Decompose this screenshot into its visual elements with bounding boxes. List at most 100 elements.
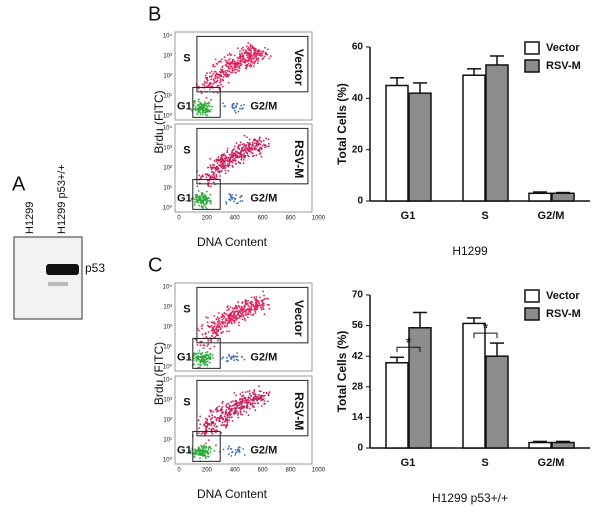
cell-dot <box>249 45 252 48</box>
cell-dot <box>228 70 230 73</box>
cell-dot <box>207 449 210 451</box>
cell-dot <box>208 446 210 449</box>
cell-dot <box>263 298 266 301</box>
cell-dot <box>247 398 249 401</box>
cell-dot <box>192 354 195 357</box>
cell-dot <box>258 139 260 141</box>
cell-dot <box>251 402 254 404</box>
cell-dot <box>239 54 242 57</box>
cell-dot <box>241 404 243 407</box>
cell-dot <box>217 167 220 170</box>
cell-dot <box>229 63 232 65</box>
legend-swatch <box>524 289 540 303</box>
cell-dot <box>206 419 209 422</box>
cell-dot <box>215 318 218 320</box>
y-tick-label: 0 <box>357 196 363 207</box>
cell-dot <box>202 362 205 365</box>
cell-dot <box>208 82 211 84</box>
cell-dot <box>263 144 266 147</box>
cell-dot <box>220 170 223 173</box>
cell-dot <box>213 325 216 328</box>
cell-dot <box>209 355 212 358</box>
legend-swatch <box>524 307 540 321</box>
cell-dot <box>210 202 212 205</box>
y-tick-label: 10³ <box>163 305 172 311</box>
cell-dot <box>197 104 200 107</box>
cell-dot <box>228 315 230 318</box>
cell-dot <box>204 432 207 435</box>
cell-dot <box>230 448 233 450</box>
cell-dot <box>241 200 244 202</box>
cell-dot <box>266 303 269 306</box>
cell-dot <box>203 344 206 347</box>
cell-dot <box>246 407 248 409</box>
cell-dot <box>241 397 244 400</box>
cell-dot <box>213 166 216 169</box>
cell-dot <box>239 141 242 144</box>
cell-dot <box>263 394 266 397</box>
cell-dot <box>243 305 246 307</box>
cell-dot <box>242 49 245 52</box>
cell-dot <box>221 357 223 360</box>
cell-dot <box>208 415 211 418</box>
cell-dot <box>210 339 213 341</box>
cell-dot <box>262 308 265 310</box>
cell-dot <box>221 323 224 325</box>
cell-dot <box>194 193 197 196</box>
cell-dot <box>224 419 227 422</box>
cell-dot <box>259 146 262 149</box>
cell-dot <box>231 409 233 412</box>
cell-dot <box>230 161 233 163</box>
cell-dot <box>201 200 204 203</box>
cell-dot <box>225 410 228 413</box>
cell-dot <box>206 114 209 117</box>
gate-label: G2/M <box>250 193 277 205</box>
cell-dot <box>236 410 238 413</box>
cell-dot <box>231 63 234 65</box>
cell-dot <box>213 163 216 166</box>
cell-dot <box>193 203 196 206</box>
cell-dot <box>196 104 199 106</box>
cell-dot <box>256 58 259 61</box>
cell-dot <box>220 409 223 412</box>
x-axis-label: DNA Content <box>197 235 268 249</box>
bar <box>528 441 552 449</box>
cell-dot <box>253 47 256 50</box>
cell-dot <box>239 393 242 396</box>
cell-dot <box>226 418 229 421</box>
cell-dot <box>245 136 248 139</box>
cell-dot <box>257 402 260 404</box>
cell-dot <box>228 198 231 201</box>
cell-dot <box>238 324 240 327</box>
cell-dot <box>252 404 254 407</box>
cell-dot <box>211 432 214 435</box>
cell-dot <box>259 394 262 397</box>
cell-dot <box>259 152 262 154</box>
cell-dot <box>208 427 211 430</box>
cell-dot <box>263 302 265 305</box>
y-tick-label: 10¹ <box>163 94 172 100</box>
cell-dot <box>201 432 204 434</box>
cell-dot <box>197 100 200 103</box>
cell-dot <box>249 57 252 60</box>
cell-dot <box>208 174 211 176</box>
y-tick-label: 10¹ <box>163 345 172 351</box>
cell-dot <box>205 351 207 354</box>
cell-dot <box>233 107 236 110</box>
cell-dot <box>221 58 223 60</box>
cell-dot <box>204 109 207 111</box>
cell-dot <box>205 336 208 338</box>
cell-dot <box>268 145 270 148</box>
cell-dot <box>197 446 200 449</box>
cell-dot <box>239 411 242 413</box>
cell-dot <box>230 155 233 158</box>
cell-dot <box>203 424 206 427</box>
cell-dot <box>208 105 211 108</box>
bar <box>485 64 509 202</box>
cell-dot <box>227 317 230 319</box>
cell-dot <box>206 190 208 193</box>
cell-dot <box>197 87 200 90</box>
cell-dot <box>200 355 202 358</box>
cell-dot <box>209 447 212 450</box>
x-tick-label: G2/M <box>538 210 565 222</box>
